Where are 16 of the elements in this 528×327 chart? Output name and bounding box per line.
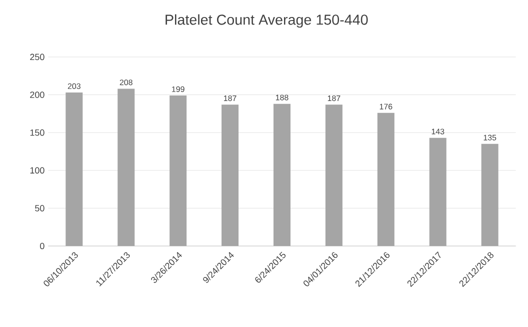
bar <box>325 104 342 246</box>
bar <box>429 138 446 246</box>
bar <box>273 104 290 246</box>
y-tick-label: 50 <box>35 204 44 212</box>
bar <box>118 88 135 246</box>
y-tick-label: 0 <box>40 242 44 250</box>
bar <box>481 144 498 246</box>
bar <box>170 96 187 246</box>
bar <box>377 112 394 246</box>
y-tick-label: 200 <box>30 92 44 98</box>
y-tick-label: 100 <box>30 167 44 174</box>
chart-title: Platelet Count Average 150-440 <box>166 14 368 28</box>
y-tick-label: 250 <box>30 54 44 60</box>
bar <box>222 104 239 246</box>
bar <box>66 92 83 246</box>
y-tick-label: 150 <box>30 129 44 136</box>
